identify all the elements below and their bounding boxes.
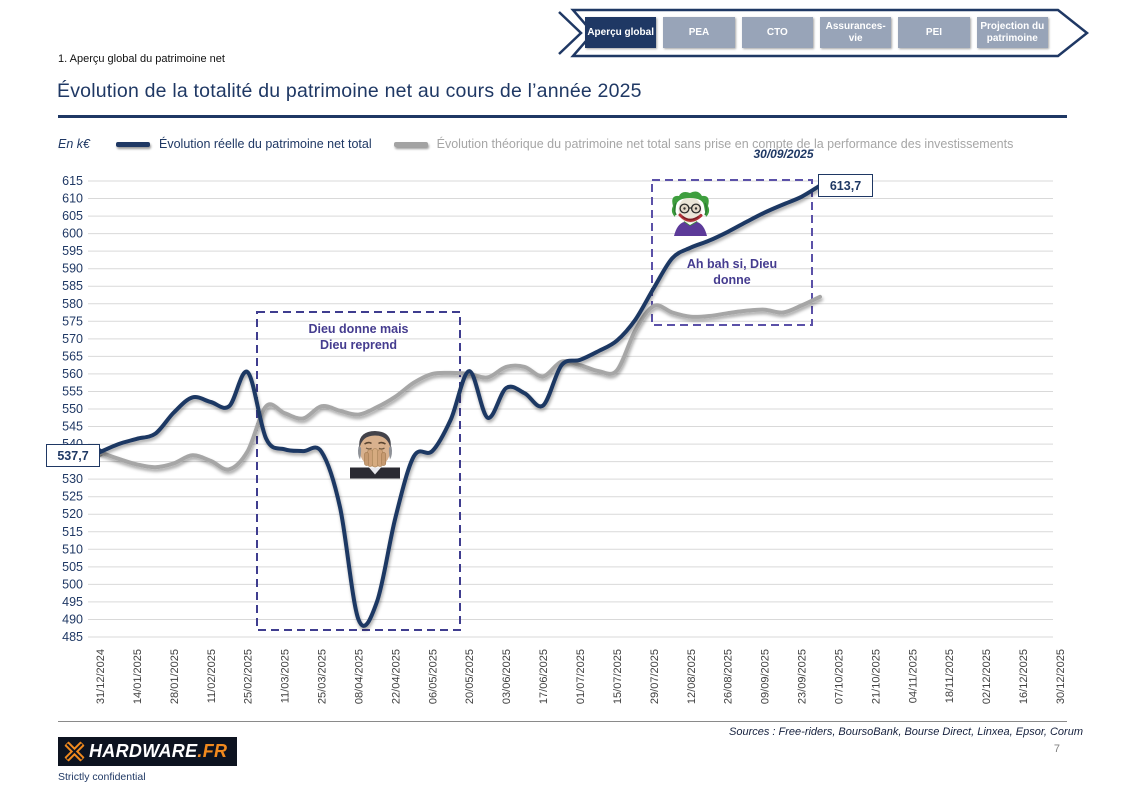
title-divider: [58, 115, 1067, 118]
y-tick-label: 490: [62, 612, 83, 626]
y-tick-label: 595: [62, 244, 83, 258]
end-value-label: 613,7: [818, 174, 873, 197]
annotation-ah-bah-si: Ah bah si, Dieu donne: [657, 257, 807, 288]
y-tick-label: 530: [62, 472, 83, 486]
y-tick-label: 610: [62, 192, 83, 206]
y-tick-label: 575: [62, 314, 83, 328]
end-date-label: 30/09/2025: [753, 147, 814, 161]
x-tick-label: 17/06/2025: [538, 649, 550, 704]
x-tick-label: 21/10/2025: [870, 649, 882, 704]
y-tick-label: 545: [62, 420, 83, 434]
y-tick-label: 580: [62, 297, 83, 311]
annotation-dieu-donne-mais: Dieu donne mais Dieu reprend: [257, 322, 460, 353]
x-tick-label: 20/05/2025: [464, 649, 476, 704]
y-tick-label: 615: [62, 174, 83, 188]
start-value-label: 537,7: [46, 444, 100, 467]
tab-cto[interactable]: CTO: [741, 17, 813, 48]
hardware-fr-logo-text: HARDWARE.FR: [89, 741, 227, 762]
x-tick-label: 28/01/2025: [169, 649, 181, 704]
y-tick-label: 525: [62, 490, 83, 504]
x-tick-label: 14/01/2025: [132, 649, 144, 704]
x-tick-label: 07/10/2025: [833, 649, 845, 704]
tab-pei[interactable]: PEI: [898, 17, 970, 48]
brand-tld: .FR: [197, 741, 228, 761]
x-tick-label: 03/06/2025: [501, 649, 513, 704]
x-tick-label: 25/02/2025: [243, 649, 255, 704]
page-number: 7: [1053, 743, 1060, 755]
y-tick-label: 585: [62, 279, 83, 293]
annotation-line: donne: [713, 272, 751, 287]
annotation-line: Dieu donne mais: [308, 322, 409, 336]
banner-left-chevron-icon: [558, 11, 583, 55]
legend-swatch-real: [116, 141, 150, 147]
y-tick-label: 555: [62, 384, 83, 398]
annotation-box-ah-bah-si: [651, 179, 813, 326]
legend-swatch-theoretical: [393, 141, 428, 147]
y-tick-label: 570: [62, 332, 83, 346]
x-tick-label: 31/12/2024: [95, 649, 107, 704]
y-tick-label: 560: [62, 367, 83, 381]
x-tick-label: 11/02/2025: [206, 649, 218, 703]
x-tick-label: 15/07/2025: [612, 649, 624, 704]
page-title: Évolution de la totalité du patrimoine n…: [57, 80, 642, 102]
y-tick-label: 510: [62, 542, 83, 556]
y-tick-label: 605: [62, 209, 83, 223]
x-tick-label: 25/03/2025: [317, 649, 329, 704]
x-tick-label: 04/11/2025: [907, 649, 919, 703]
x-tick-label: 11/03/2025: [280, 649, 292, 703]
section-tabs: Aperçu global PEA CTO Assurances-vie PEI Proj…: [585, 17, 1048, 48]
legend-label-real: Évolution réelle du patrimoine net total: [159, 137, 372, 151]
x-tick-label: 08/04/2025: [353, 649, 365, 704]
footer-divider: [58, 721, 1067, 722]
x-tick-label: 16/12/2025: [1018, 649, 1030, 704]
x-tick-label: 30/12/2025: [1055, 649, 1067, 704]
axis-unit-label: En k€: [58, 137, 90, 151]
sources-note: Sources : Free-riders, BoursoBank, Bours…: [729, 726, 1083, 738]
y-tick-label: 520: [62, 507, 83, 521]
brand-name: HARDWARE: [89, 741, 198, 761]
y-tick-label: 515: [62, 525, 83, 539]
x-tick-label: 22/04/2025: [390, 649, 402, 704]
x-tick-label: 18/11/2025: [944, 649, 956, 703]
y-tick-label: 550: [62, 402, 83, 416]
series-line-theoretical: [98, 294, 822, 472]
x-tick-label: 06/05/2025: [427, 649, 439, 704]
series-line-real: [98, 183, 822, 628]
tab-aper-u-global[interactable]: Aperçu global: [585, 17, 657, 48]
y-tick-label: 495: [62, 595, 83, 609]
y-tick-label: 590: [62, 262, 83, 276]
tab-assurances-vie[interactable]: Assurances-vie: [819, 17, 892, 48]
x-tick-label: 01/07/2025: [575, 649, 587, 704]
y-tick-label: 600: [62, 227, 83, 241]
zemmour-praying-meme-image: [350, 431, 400, 479]
breadcrumb: 1. Aperçu global du patrimoine net: [58, 53, 225, 65]
x-tick-label: 29/07/2025: [649, 649, 661, 704]
y-tick-label: 565: [62, 349, 83, 363]
confidential-note: Strictly confidential: [58, 771, 146, 783]
annotation-line: Dieu reprend: [319, 337, 398, 352]
y-tick-label: 485: [62, 630, 83, 644]
legend-label-theoretical: Évolution théorique du patrimoine net to…: [436, 137, 1014, 151]
x-tick-label: 09/09/2025: [760, 649, 772, 704]
y-tick-label: 505: [62, 560, 83, 574]
annotation-line: Ah bah si, Dieu: [686, 257, 778, 271]
hardware-fr-logo: HARDWARE.FR: [58, 737, 238, 766]
x-tick-label: 26/08/2025: [723, 649, 735, 704]
x-tick-label: 23/09/2025: [797, 649, 809, 704]
tab-projection-du-patrimoine[interactable]: Projection du patrimoine: [976, 17, 1048, 48]
x-tick-label: 12/08/2025: [686, 649, 698, 704]
tab-pea[interactable]: PEA: [663, 17, 735, 48]
joker-meme-image: [671, 191, 710, 236]
y-tick-label: 500: [62, 577, 83, 591]
x-tick-label: 02/12/2025: [981, 649, 993, 704]
hardware-fr-logo-icon: [64, 741, 85, 762]
chart-legend: En k€ Évolution réelle du patrimoine net…: [58, 134, 1013, 154]
